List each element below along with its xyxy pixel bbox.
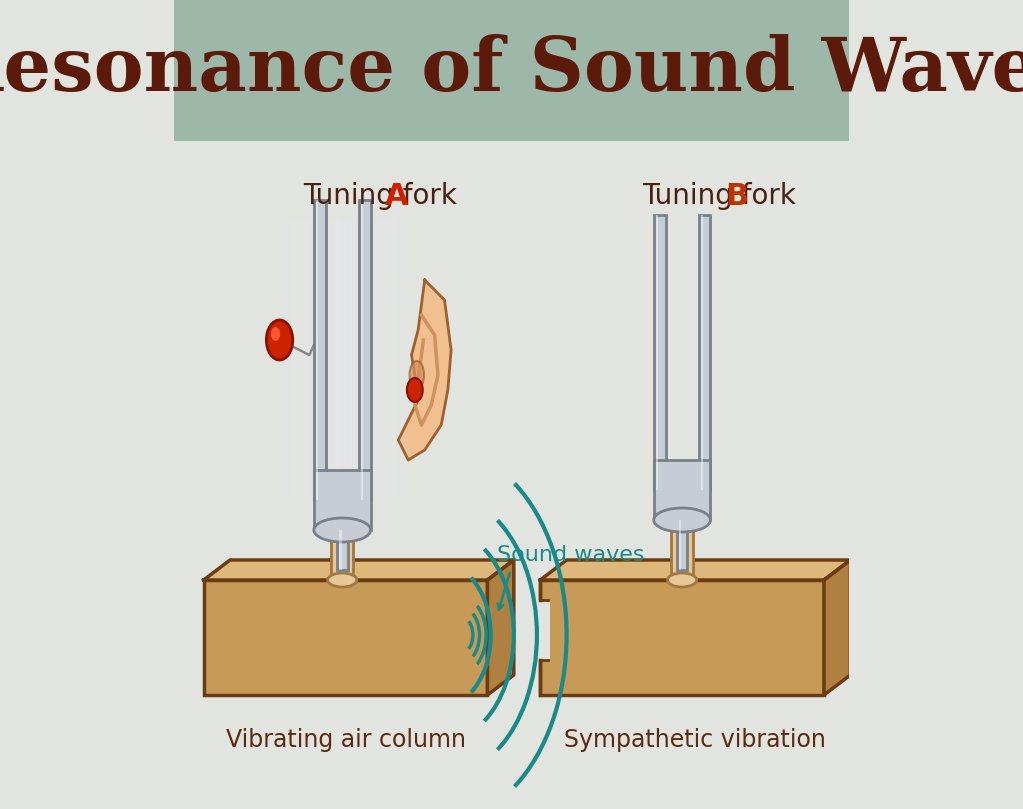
Polygon shape — [540, 560, 850, 580]
Circle shape — [266, 320, 293, 360]
Bar — [331, 525, 354, 580]
Bar — [328, 220, 341, 496]
Text: Sympathetic vibration: Sympathetic vibration — [565, 728, 827, 752]
Bar — [654, 215, 666, 490]
Ellipse shape — [327, 573, 357, 587]
Ellipse shape — [314, 518, 370, 542]
Bar — [537, 600, 550, 660]
Ellipse shape — [671, 518, 694, 532]
Polygon shape — [824, 560, 850, 695]
Ellipse shape — [667, 573, 697, 587]
Bar — [359, 200, 370, 500]
Bar — [677, 520, 687, 570]
Text: Sound waves: Sound waves — [497, 545, 644, 565]
Circle shape — [407, 378, 422, 402]
Ellipse shape — [654, 508, 710, 532]
Text: Vibrating air column: Vibrating air column — [225, 728, 465, 752]
Bar — [656, 215, 659, 490]
Text: Tuning fork: Tuning fork — [303, 182, 465, 210]
Bar — [314, 200, 325, 500]
Text: A: A — [385, 181, 409, 210]
Bar — [373, 220, 385, 496]
Bar — [339, 530, 342, 570]
Text: Resonance of Sound Waves: Resonance of Sound Waves — [0, 34, 1023, 107]
Bar — [288, 220, 301, 496]
Bar — [671, 525, 694, 580]
Bar — [679, 520, 681, 570]
Bar — [300, 220, 311, 496]
Bar — [316, 200, 318, 500]
Ellipse shape — [409, 361, 425, 389]
Bar — [344, 220, 356, 496]
Bar — [654, 460, 710, 520]
Bar — [699, 215, 710, 490]
Text: B: B — [725, 181, 748, 210]
Text: Tuning fork: Tuning fork — [642, 182, 805, 210]
Bar — [337, 530, 348, 570]
Ellipse shape — [331, 518, 354, 532]
Bar — [322, 220, 335, 496]
Bar — [277, 220, 290, 496]
Bar — [701, 215, 703, 490]
Bar — [540, 580, 824, 695]
Bar — [174, 0, 849, 141]
Bar — [204, 580, 487, 695]
Polygon shape — [204, 560, 514, 580]
Bar — [314, 470, 370, 530]
Bar — [361, 200, 363, 500]
Bar — [339, 220, 351, 496]
Bar — [395, 220, 407, 496]
Bar — [350, 220, 362, 496]
Circle shape — [271, 327, 280, 341]
Bar — [384, 220, 396, 496]
Bar — [333, 220, 346, 496]
Polygon shape — [398, 280, 451, 460]
Polygon shape — [487, 560, 514, 695]
